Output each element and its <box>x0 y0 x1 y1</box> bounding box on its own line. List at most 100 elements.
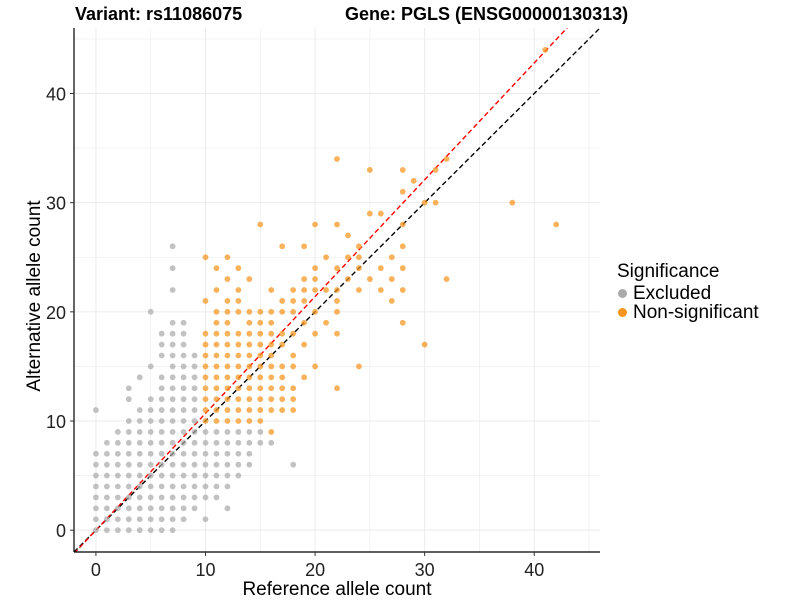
point-non-significant <box>443 276 450 282</box>
point-excluded <box>147 505 154 512</box>
legend-title: Significance <box>617 261 720 282</box>
axes: 0 10 20 30 40 0 10 20 30 40 <box>46 28 600 580</box>
legend-swatch-excluded <box>618 289 627 298</box>
point-non-significant <box>290 298 297 304</box>
point-non-significant <box>213 341 220 348</box>
point-excluded <box>103 505 110 512</box>
point-non-significant <box>279 363 286 370</box>
point-non-significant <box>334 156 340 162</box>
point-excluded <box>169 472 176 479</box>
data-points <box>93 46 560 534</box>
point-excluded <box>158 385 165 392</box>
point-excluded <box>158 330 165 337</box>
point-non-significant <box>224 363 231 370</box>
point-excluded <box>158 450 165 457</box>
point-non-significant <box>235 396 242 403</box>
point-non-significant <box>334 265 340 272</box>
point-excluded <box>202 461 209 468</box>
point-non-significant <box>257 352 264 359</box>
point-non-significant <box>399 243 406 250</box>
point-excluded <box>169 505 176 512</box>
point-excluded <box>125 450 132 457</box>
point-non-significant <box>334 308 340 315</box>
point-non-significant <box>246 352 253 359</box>
y-tick-label: 10 <box>46 412 66 432</box>
fit-line <box>74 28 568 552</box>
point-excluded <box>246 439 253 446</box>
point-non-significant <box>312 276 318 282</box>
point-excluded <box>93 472 99 479</box>
point-non-significant <box>257 396 264 403</box>
point-excluded <box>147 396 154 403</box>
point-non-significant <box>202 352 209 359</box>
point-excluded <box>147 407 154 413</box>
point-non-significant <box>246 276 253 282</box>
point-non-significant <box>443 156 450 162</box>
point-excluded <box>136 483 143 490</box>
point-excluded <box>158 429 165 435</box>
point-non-significant <box>202 330 209 337</box>
point-non-significant <box>290 330 297 337</box>
gene-title: Gene: PGLS (ENSG00000130313) <box>345 4 629 24</box>
point-non-significant <box>213 287 220 293</box>
point-non-significant <box>421 341 428 348</box>
point-excluded <box>147 363 154 370</box>
point-non-significant <box>202 407 209 413</box>
point-excluded <box>169 330 176 337</box>
point-excluded <box>136 439 143 446</box>
point-non-significant <box>235 341 242 348</box>
point-excluded <box>103 494 110 501</box>
point-non-significant <box>366 276 373 282</box>
point-excluded <box>180 461 187 468</box>
point-excluded <box>213 483 220 490</box>
point-excluded <box>158 418 165 424</box>
point-excluded <box>268 439 275 446</box>
point-non-significant <box>246 418 253 424</box>
point-non-significant <box>213 330 220 337</box>
point-non-significant <box>388 276 395 282</box>
point-non-significant <box>279 298 286 304</box>
point-non-significant <box>542 46 549 53</box>
point-excluded <box>147 429 154 435</box>
point-excluded <box>180 407 187 413</box>
point-non-significant <box>224 374 231 381</box>
point-excluded <box>180 330 187 337</box>
point-excluded <box>180 429 187 435</box>
point-excluded <box>213 461 220 468</box>
point-non-significant <box>399 188 406 195</box>
point-non-significant <box>246 308 253 315</box>
x-tick-label: 40 <box>524 560 544 580</box>
point-non-significant <box>202 254 209 261</box>
point-excluded <box>213 450 220 457</box>
point-non-significant <box>213 407 220 413</box>
point-excluded <box>246 461 253 468</box>
point-non-significant <box>246 396 253 403</box>
point-excluded <box>180 472 187 479</box>
point-excluded <box>169 319 176 326</box>
point-excluded <box>103 461 110 468</box>
point-non-significant <box>345 276 351 282</box>
point-excluded <box>169 385 176 392</box>
point-excluded <box>93 494 99 501</box>
point-excluded <box>169 450 176 457</box>
point-non-significant <box>290 363 297 370</box>
x-tick-label: 0 <box>91 560 101 580</box>
point-non-significant <box>224 396 231 403</box>
point-excluded <box>213 429 220 435</box>
point-excluded <box>147 527 154 534</box>
legend-label-non-significant: Non-significant <box>633 301 759 323</box>
point-excluded <box>136 472 143 479</box>
point-non-significant <box>356 265 362 272</box>
point-excluded <box>191 461 198 468</box>
point-non-significant <box>301 341 308 348</box>
point-non-significant <box>366 210 373 217</box>
point-non-significant <box>334 330 340 337</box>
point-non-significant <box>290 308 297 315</box>
point-excluded <box>169 243 176 250</box>
point-excluded <box>147 439 154 446</box>
point-non-significant <box>279 243 286 250</box>
point-excluded <box>125 385 132 392</box>
point-excluded <box>125 516 132 523</box>
point-non-significant <box>257 319 264 326</box>
point-non-significant <box>235 287 242 293</box>
